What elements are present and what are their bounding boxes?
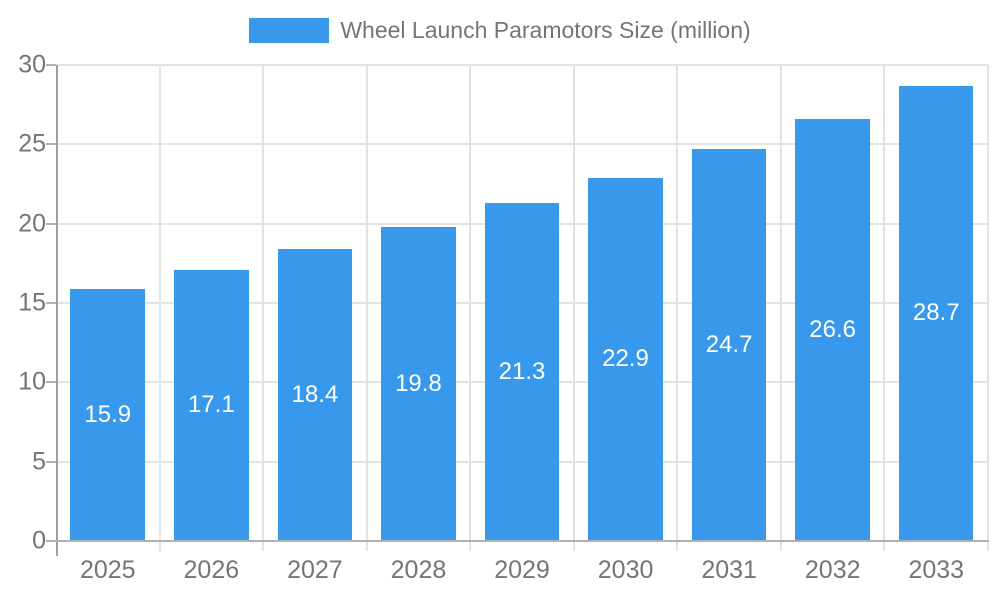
bar-value-label: 28.7 (912, 299, 960, 327)
gridline-x-9 (987, 65, 989, 551)
bar-value-label: 18.4 (291, 381, 339, 409)
y-axis-line (56, 65, 58, 556)
x-tick-label: 2027 (287, 556, 343, 584)
y-tick-15 (46, 302, 56, 304)
y-tick-label: 0 (32, 526, 46, 555)
bar-2025: 15.9 (70, 288, 146, 541)
gridline-x-7 (779, 65, 782, 551)
bar-value-label: 26.6 (809, 315, 856, 343)
x-axis-line (55, 540, 989, 542)
bar-value-label: 21.3 (498, 358, 546, 386)
bar-value-label: 17.1 (187, 391, 235, 419)
y-tick-label: 20 (18, 209, 46, 238)
plot-area: 15.9 17.1 18.4 19.8 21.3 22.9 24.7 26.6 28.7 (46, 64, 989, 551)
bar-2031: 24.7 (691, 149, 767, 541)
bar-value-label: 19.8 (395, 369, 442, 397)
x-tick-label: 2028 (390, 556, 447, 584)
y-tick-20 (46, 222, 56, 225)
gridline-x-4 (469, 65, 472, 551)
y-tick-label: 25 (18, 129, 46, 158)
y-tick-30 (46, 64, 56, 66)
y-tick-label: 15 (18, 288, 46, 317)
bar-value-label: 22.9 (602, 345, 649, 373)
gridline-x-2 (262, 65, 265, 551)
gridline-x-5 (572, 65, 575, 551)
bar-value-label: 24.7 (705, 331, 753, 359)
x-tick-label: 2032 (804, 556, 861, 584)
bar-2026: 17.1 (174, 269, 249, 541)
y-tick-label: 5 (32, 447, 46, 476)
legend-label: Wheel Launch Paramotors Size (million) (340, 16, 751, 43)
legend-swatch (249, 17, 330, 43)
x-tick-label: 2030 (597, 556, 654, 584)
bar-value-label: 15.9 (84, 400, 132, 428)
gridline-x-1 (158, 65, 161, 551)
gridline-x-3 (365, 65, 368, 551)
x-tick-label: 2025 (79, 556, 136, 584)
x-axis-labels: 2025 2026 2027 2028 2029 2030 2031 2032 2033 (56, 556, 988, 585)
y-tick-25 (46, 143, 56, 146)
gridline-x-8 (883, 65, 886, 551)
gridline-x-6 (676, 65, 679, 551)
bar-2032: 26.6 (795, 118, 870, 541)
y-axis-labels: 0 5 10 15 20 25 30 (0, 51, 46, 555)
x-tick-label: 2029 (494, 556, 550, 584)
y-tick-label: 10 (18, 367, 46, 396)
bar-2027: 18.4 (277, 249, 353, 541)
y-tick-10 (46, 381, 56, 384)
legend: Wheel Launch Paramotors Size (million) (0, 16, 1000, 44)
gridline-y-25 (56, 143, 988, 146)
y-tick-5 (46, 460, 56, 463)
bar-2033: 28.7 (898, 85, 974, 541)
bar-2028: 19.8 (381, 226, 456, 541)
y-tick-label: 30 (18, 50, 46, 79)
gridline-y-30 (56, 64, 988, 66)
x-tick-label: 2031 (701, 556, 757, 584)
y-tick-0 (46, 540, 56, 542)
x-tick-label: 2033 (908, 556, 965, 584)
bar-2029: 21.3 (484, 203, 560, 541)
bar-2030: 22.9 (588, 177, 663, 541)
x-tick-label: 2026 (183, 556, 240, 584)
